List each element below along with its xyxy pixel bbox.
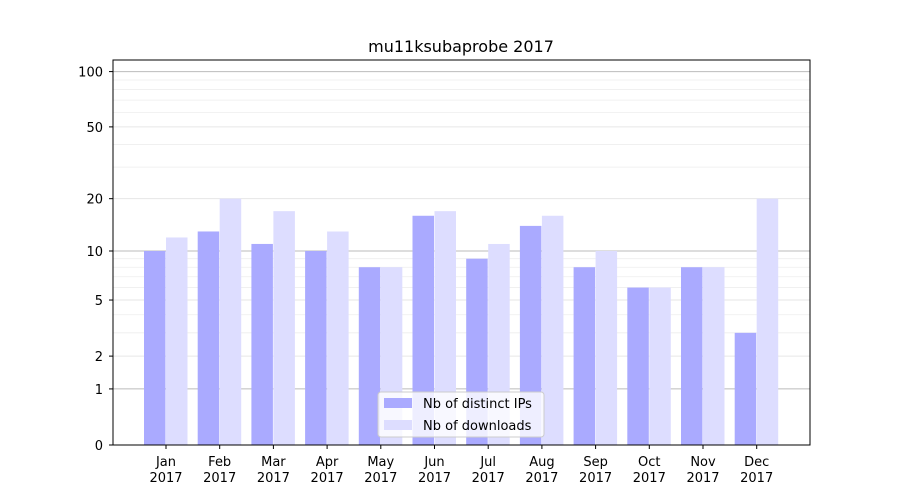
- chart-title: mu11ksubaprobe 2017: [368, 37, 554, 56]
- bar-distinct-ips: [197, 231, 220, 445]
- x-tick-label: Feb: [208, 455, 231, 470]
- y-tick-label: 100: [78, 66, 103, 81]
- x-tick-label: Jul: [479, 455, 496, 470]
- x-tick-label: 2017: [525, 471, 558, 486]
- bar-downloads: [756, 198, 779, 445]
- bar-distinct-ips: [519, 225, 542, 445]
- x-tick-label: Oct: [638, 455, 660, 470]
- x-tick-label: Sep: [583, 455, 608, 470]
- x-tick-label: May: [367, 455, 394, 470]
- x-tick-label: 2017: [686, 471, 719, 486]
- bar-distinct-ips: [734, 332, 757, 445]
- x-tick-label: 2017: [364, 471, 397, 486]
- bar-distinct-ips: [573, 267, 596, 445]
- y-tick-label: 10: [86, 245, 103, 260]
- bar-distinct-ips: [251, 243, 273, 445]
- bar-downloads: [273, 211, 295, 445]
- y-tick-label: 50: [86, 121, 103, 136]
- x-tick-label: 2017: [740, 471, 773, 486]
- x-tick-label: 2017: [203, 471, 236, 486]
- x-tick-label: 2017: [633, 471, 666, 486]
- bar-downloads: [219, 198, 242, 445]
- bars: [144, 198, 779, 445]
- x-tick-label: Nov: [690, 455, 716, 470]
- bar-downloads: [327, 231, 349, 445]
- bar-distinct-ips: [627, 287, 649, 445]
- bar-downloads: [595, 250, 618, 445]
- bar-downloads: [703, 267, 725, 445]
- bar-distinct-ips: [412, 215, 434, 445]
- x-tick-label: 2017: [257, 471, 290, 486]
- x-tick-label: 2017: [579, 471, 612, 486]
- legend-label-downloads: Nb of downloads: [423, 419, 532, 434]
- y-axis: 0 1 2 5 10 20 50 100: [78, 66, 113, 454]
- y-tick-label: 1: [95, 383, 103, 398]
- x-tick-label: Aug: [529, 455, 554, 470]
- x-tick-label: Jun: [423, 455, 444, 470]
- bar-downloads: [541, 215, 564, 445]
- legend-label-ips: Nb of distinct IPs: [423, 397, 532, 412]
- y-tick-label: 5: [95, 294, 103, 309]
- bar-distinct-ips: [144, 250, 166, 445]
- x-tick-label: Dec: [744, 455, 769, 470]
- legend: Nb of distinct IPs Nb of downloads: [377, 391, 545, 438]
- x-tick-label: 2017: [418, 471, 451, 486]
- x-tick-label: Apr: [316, 455, 339, 470]
- x-tick-label: 2017: [149, 471, 182, 486]
- bar-distinct-ips: [358, 267, 381, 445]
- x-tick-label: Jan: [155, 455, 176, 470]
- bar-downloads: [434, 211, 456, 445]
- x-tick-label: 2017: [472, 471, 505, 486]
- bar-distinct-ips: [681, 267, 703, 445]
- plot-frame: [112, 59, 811, 446]
- y-tick-label: 0: [95, 439, 103, 454]
- x-tick-label: Mar: [261, 455, 286, 470]
- legend-swatch-downloads: [384, 420, 412, 430]
- y-tick-label: 2: [95, 350, 103, 365]
- y-tick-label: 20: [86, 193, 103, 208]
- bar-downloads: [649, 287, 671, 445]
- x-axis: Jan2017Feb2017Mar2017Apr2017May2017Jun20…: [149, 445, 773, 486]
- legend-swatch-ips: [384, 398, 412, 408]
- bar-distinct-ips: [305, 250, 327, 445]
- x-tick-label: 2017: [311, 471, 344, 486]
- bar-downloads: [166, 237, 188, 445]
